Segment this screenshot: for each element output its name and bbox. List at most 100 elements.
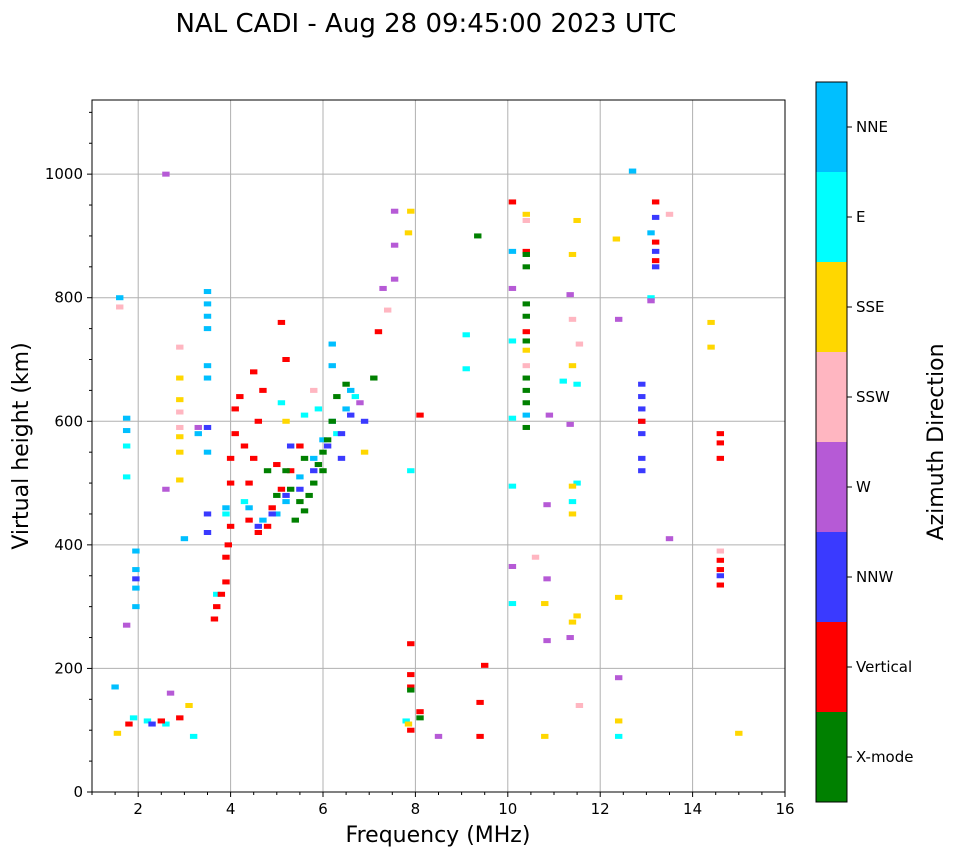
data-point-w: [566, 635, 574, 641]
data-point-nne: [328, 341, 336, 347]
data-point-nne: [132, 548, 140, 554]
data-point-vertical: [522, 329, 530, 335]
data-point-x-mode: [522, 424, 530, 430]
data-point-vertical: [522, 248, 530, 254]
data-point-sse: [282, 418, 290, 424]
data-point-ssw: [522, 363, 530, 369]
data-point-vertical: [213, 604, 221, 610]
data-point-vertical: [157, 718, 165, 724]
data-point-sse: [522, 347, 530, 353]
colorbar-segment: [816, 352, 847, 442]
data-point-vertical: [508, 199, 517, 205]
data-point-vertical: [286, 468, 295, 474]
data-point-sse: [185, 703, 193, 708]
data-point-w: [566, 421, 574, 427]
x-tick-label: 14: [683, 800, 702, 818]
data-point-vertical: [476, 733, 484, 739]
data-point-vertical: [651, 239, 660, 245]
data-point-w: [390, 276, 399, 282]
grid: [92, 100, 785, 792]
x-tick-label: 6: [318, 800, 328, 818]
data-point-e: [333, 431, 341, 437]
data-point-vertical: [716, 440, 725, 446]
data-point-x-mode: [291, 517, 299, 523]
data-point-nnw: [282, 492, 290, 498]
data-point-nnw: [254, 523, 263, 529]
data-point-nne: [116, 295, 124, 301]
data-point-e: [568, 499, 577, 505]
data-point-x-mode: [273, 492, 281, 498]
data-point-e: [143, 718, 152, 724]
data-point-nnw: [651, 248, 660, 254]
data-point-e: [162, 721, 170, 727]
data-point-nnw: [638, 406, 646, 412]
data-point-vertical: [716, 567, 725, 573]
data-point-e: [508, 601, 517, 607]
data-point-w: [194, 424, 202, 430]
data-point-x-mode: [300, 508, 309, 514]
data-point-sse: [707, 344, 715, 350]
chart-title: NAL CADI - Aug 28 09:45:00 2023 UTC: [176, 9, 677, 39]
data-point-x-mode: [328, 418, 336, 424]
data-point-e: [647, 295, 655, 301]
data-point-vertical: [263, 523, 272, 529]
data-point-vertical: [374, 329, 383, 335]
data-point-w: [390, 208, 399, 214]
data-point-nne: [180, 536, 189, 542]
data-point-vertical: [407, 641, 415, 647]
data-point-w: [543, 576, 551, 582]
colorbar-tick-label: X-mode: [856, 748, 913, 766]
data-point-nne: [132, 585, 140, 591]
data-point-vertical: [282, 357, 290, 362]
data-point-nne: [111, 684, 119, 690]
data-point-w: [122, 622, 131, 628]
y-tick-label: 200: [54, 659, 83, 677]
data-point-e: [213, 591, 221, 597]
data-point-e: [314, 406, 323, 412]
data-point-x-mode: [522, 400, 530, 406]
data-point-ssw: [176, 344, 184, 350]
data-point-vertical: [716, 455, 725, 461]
data-point-e: [508, 338, 517, 344]
data-point-x-mode: [474, 233, 482, 239]
x-tick-label: 8: [411, 800, 421, 818]
data-point-e: [573, 381, 581, 387]
y-axis-label: Virtual height (km): [9, 342, 34, 549]
data-point-ssw: [716, 548, 725, 554]
data-point-vertical: [407, 672, 415, 678]
data-point-nnw: [638, 431, 646, 437]
data-point-nne: [122, 428, 131, 434]
data-point-nnw: [296, 486, 304, 492]
data-point-x-mode: [522, 251, 530, 257]
data-point-w: [508, 285, 517, 291]
data-point-vertical: [231, 431, 239, 437]
data-point-vertical: [716, 431, 725, 437]
data-point-nnw: [638, 394, 646, 400]
data-point-vertical: [236, 394, 244, 400]
y-tick-label: 0: [73, 783, 83, 801]
colorbar-tick-label: W: [856, 478, 871, 496]
data-point-w: [614, 675, 623, 681]
data-point-nne: [222, 505, 230, 511]
data-point-w: [543, 638, 551, 644]
data-point-x-mode: [342, 381, 350, 387]
data-point-nnw: [310, 468, 318, 474]
data-point-nne: [203, 289, 212, 295]
data-point-e: [559, 378, 567, 384]
data-point-x-mode: [522, 375, 530, 381]
data-point-e: [300, 412, 309, 418]
data-point-vertical: [245, 480, 253, 486]
data-point-vertical: [245, 517, 253, 523]
data-point-nne: [319, 437, 327, 443]
plot-area: [92, 100, 785, 792]
data-point-nne: [310, 455, 318, 461]
x-tick-label: 12: [591, 800, 610, 818]
data-point-w: [665, 536, 674, 542]
data-point-w: [162, 486, 170, 492]
data-point-x-mode: [370, 375, 378, 381]
data-point-vertical: [273, 462, 281, 468]
data-point-vertical: [268, 505, 276, 511]
data-point-vertical: [226, 455, 235, 461]
colorbar-label: Azimuth Direction: [924, 343, 949, 540]
